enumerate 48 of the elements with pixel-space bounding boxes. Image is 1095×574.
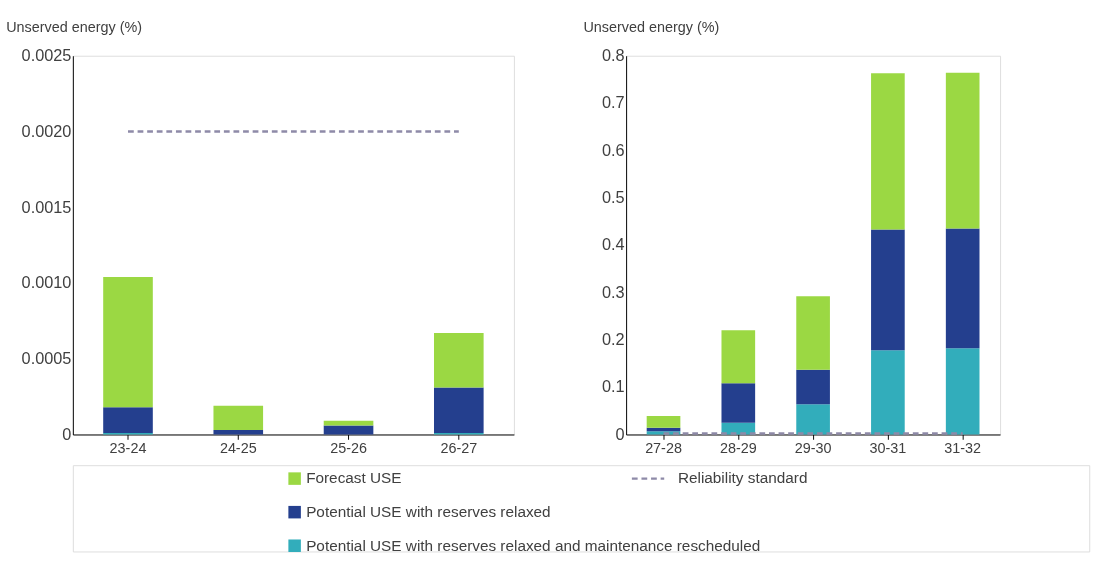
bar [213, 405, 264, 430]
bar [871, 350, 905, 435]
bar [871, 73, 905, 230]
y-tick-label: 0.0020 [21, 121, 72, 140]
bar [945, 228, 980, 349]
bar [103, 407, 153, 433]
x-tick-label: 26-27 [440, 440, 478, 457]
y-tick-label: 0.4 [602, 235, 625, 254]
y-tick-label: 0.1 [602, 377, 625, 396]
x-tick-label: 28-29 [719, 440, 757, 457]
y-tick-label: 0.0005 [21, 349, 72, 368]
y-tick-label: 0.8 [602, 46, 625, 65]
y-axis-title: Unserved energy (%) [6, 19, 143, 36]
bar [796, 296, 830, 370]
y-tick-label: 0.7 [602, 93, 625, 112]
bar [323, 425, 374, 435]
bar [434, 332, 484, 388]
y-tick-label: 0.2 [602, 330, 625, 349]
y-tick-label: 0.5 [602, 188, 625, 207]
legend-label: Forecast USE [306, 469, 402, 487]
y-tick-label: 0.3 [602, 282, 625, 301]
x-tick-label: 25-26 [330, 440, 367, 457]
bar [945, 348, 980, 435]
x-tick-label: 31-32 [944, 440, 982, 457]
bar [796, 404, 830, 435]
y-tick-label: 0 [62, 424, 72, 443]
bar [721, 330, 756, 384]
bar [434, 387, 484, 433]
y-tick-label: 0.0015 [21, 197, 72, 216]
bar [721, 383, 756, 423]
y-axis-title: Unserved energy (%) [583, 19, 720, 36]
y-tick-label: 0.6 [602, 140, 625, 159]
x-tick-label: 23-24 [109, 440, 147, 457]
bar [796, 369, 830, 405]
legend-label: Potential USE with reserves relaxed and maintenance rescheduled [306, 536, 761, 554]
bar [103, 276, 153, 408]
x-tick-label: 30-31 [869, 440, 907, 457]
x-tick-label: 24-25 [219, 440, 257, 457]
x-tick-label: 27-28 [645, 440, 682, 457]
bar [945, 72, 980, 229]
legend-label: Reliability standard [677, 469, 808, 487]
y-tick-label: 0.0025 [21, 46, 72, 65]
x-tick-label: 29-30 [794, 440, 832, 457]
legend-label: Potential USE with reserves relaxed [306, 502, 551, 520]
bar [871, 229, 905, 351]
y-tick-label: 0 [615, 424, 625, 443]
bar [646, 416, 681, 428]
y-tick-label: 0.0010 [21, 273, 72, 292]
